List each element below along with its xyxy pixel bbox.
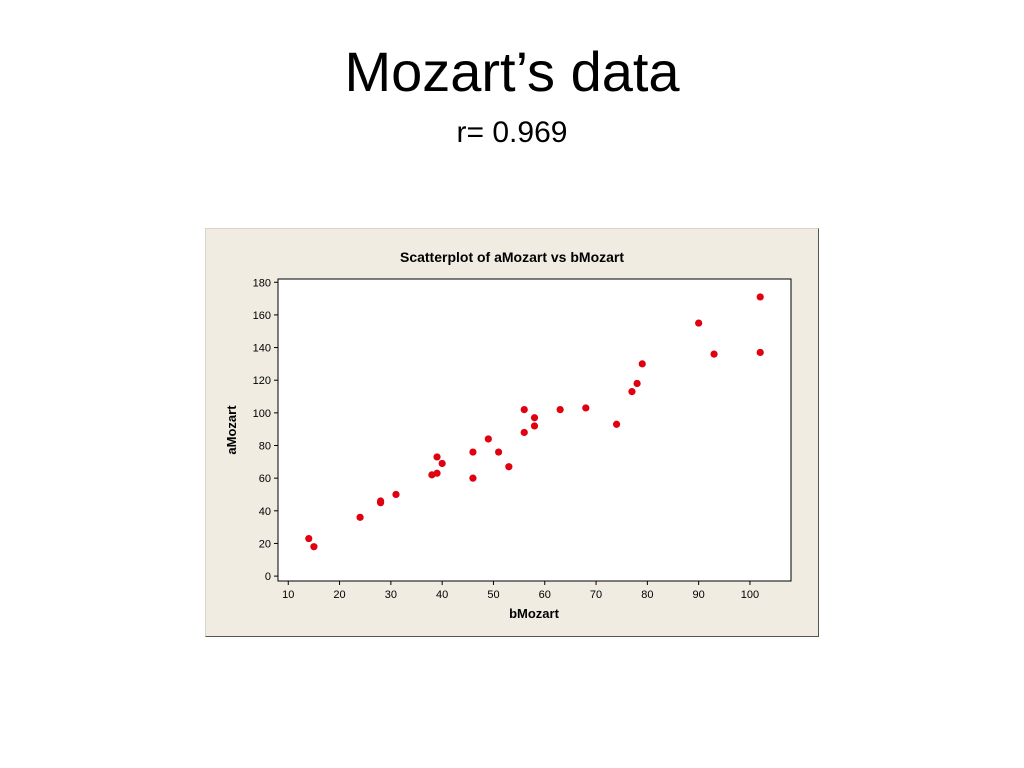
data-point bbox=[633, 379, 641, 388]
x-tick-label: 80 bbox=[641, 589, 653, 601]
x-tick-label: 40 bbox=[436, 589, 448, 601]
chart-title: Scatterplot of aMozart vs bMozart bbox=[400, 249, 624, 265]
y-tick-label: 120 bbox=[253, 375, 271, 387]
x-tick-label: 70 bbox=[590, 589, 602, 601]
x-tick-label: 60 bbox=[539, 589, 551, 601]
x-tick-label: 50 bbox=[487, 589, 499, 601]
data-point bbox=[377, 497, 385, 505]
slide-subtitle: r= 0.969 bbox=[456, 116, 568, 149]
data-point bbox=[505, 463, 513, 471]
y-tick-label: 40 bbox=[259, 506, 271, 518]
x-axis-label: bMozart bbox=[509, 606, 560, 621]
y-tick-label: 20 bbox=[259, 538, 271, 550]
y-tick-label: 140 bbox=[253, 343, 271, 355]
data-point bbox=[756, 348, 764, 357]
data-point bbox=[433, 453, 441, 461]
y-tick-label: 80 bbox=[259, 441, 271, 453]
data-point bbox=[530, 414, 539, 422]
data-point bbox=[438, 459, 446, 468]
data-point bbox=[520, 428, 528, 437]
y-tick-label: 0 bbox=[265, 571, 271, 583]
data-point bbox=[305, 534, 313, 543]
data-point bbox=[433, 469, 441, 477]
data-point bbox=[638, 360, 646, 368]
y-tick-label: 180 bbox=[253, 277, 271, 289]
data-point bbox=[469, 448, 477, 456]
y-tick-label: 100 bbox=[253, 408, 271, 420]
x-tick-label: 30 bbox=[385, 589, 397, 601]
data-points bbox=[305, 293, 764, 551]
data-point bbox=[582, 404, 590, 412]
data-point bbox=[710, 350, 718, 358]
x-tick-label: 20 bbox=[333, 589, 345, 601]
plot-area bbox=[277, 278, 792, 582]
y-axis: 0 20 40 60 80 100 120 140 160 180 bbox=[253, 277, 278, 583]
x-tick-label: 10 bbox=[282, 589, 294, 601]
y-axis-label: aMozart bbox=[224, 405, 239, 455]
chart-panel: Scatterplot of aMozart vs bMozart 10 20 30… bbox=[205, 228, 819, 637]
x-tick-label: 90 bbox=[693, 589, 705, 601]
y-tick-label: 160 bbox=[253, 310, 271, 322]
data-point bbox=[695, 319, 703, 327]
data-point bbox=[392, 490, 400, 499]
data-point bbox=[556, 405, 564, 414]
data-point bbox=[520, 405, 528, 414]
data-point bbox=[530, 422, 539, 430]
data-point bbox=[469, 474, 477, 482]
data-point bbox=[310, 543, 318, 551]
scatterplot: Scatterplot of aMozart vs bMozart 10 20 30… bbox=[224, 249, 792, 621]
data-point bbox=[484, 435, 492, 443]
data-point bbox=[756, 293, 764, 301]
data-point bbox=[494, 448, 503, 456]
data-point bbox=[628, 388, 636, 396]
x-tick-label: 100 bbox=[741, 589, 759, 601]
y-tick-label: 60 bbox=[259, 473, 271, 485]
data-point bbox=[612, 420, 621, 428]
slide-title: Mozart’s data bbox=[344, 40, 680, 103]
x-axis: 10 20 30 40 50 60 70 80 90 100 bbox=[282, 581, 759, 601]
data-point bbox=[356, 513, 364, 521]
